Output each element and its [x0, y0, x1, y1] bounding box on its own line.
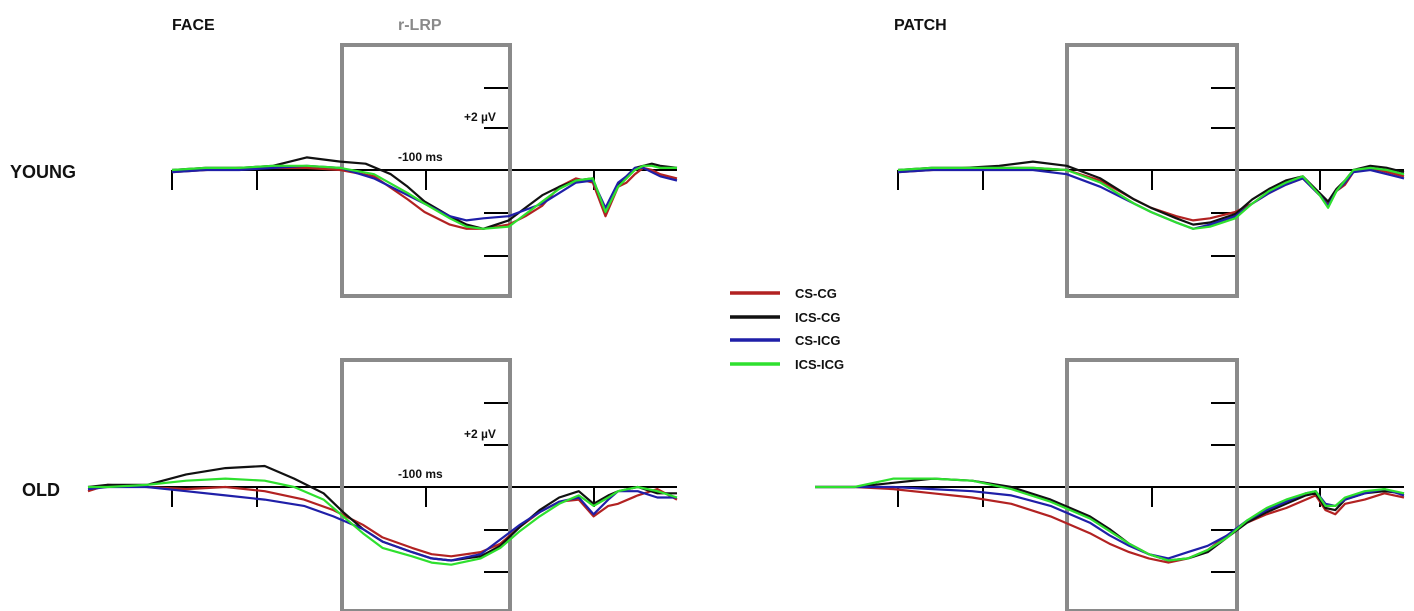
legend: CS-CG ICS-CG CS-ICG ICS-ICG [730, 286, 844, 372]
legend-label-ics-cg: ICS-CG [795, 310, 841, 325]
series-line-cs-cg [87, 483, 678, 558]
series-line-cs-cg [815, 485, 1405, 564]
series-line-cs-icg [87, 485, 677, 562]
series-line-ics-icg [88, 477, 678, 566]
legend-label-cs-icg: CS-ICG [795, 333, 841, 348]
series-line-ics-icg [815, 477, 1405, 562]
rlrp-window-box [340, 358, 512, 611]
panel-patch-old [815, 358, 1405, 611]
panel-face-old [87, 358, 678, 611]
row-title-young: YOUNG [10, 162, 76, 182]
rlrp-window-box [1065, 358, 1239, 611]
series-line-cs-icg [815, 485, 1405, 560]
panels [87, 43, 1405, 611]
series-line-ics-cg [87, 464, 677, 562]
window-label: r-LRP [398, 17, 442, 34]
time-label-young: -100 ms [398, 150, 443, 164]
scale-label-young: +2 µV [464, 110, 496, 124]
time-label-old: -100 ms [398, 467, 443, 481]
legend-label-cs-cg: CS-CG [795, 286, 837, 301]
panel-face-young [171, 43, 678, 298]
scale-label-old: +2 µV [464, 427, 496, 441]
legend-label-ics-icg: ICS-ICG [795, 357, 844, 372]
panel-patch-young [897, 43, 1405, 298]
column-title-patch: PATCH [894, 17, 947, 34]
series-line-ics-icg [897, 166, 1405, 230]
series-line-cs-icg [897, 168, 1405, 230]
series-line-ics-icg [171, 164, 677, 230]
column-title-face: FACE [172, 17, 215, 34]
row-title-old: OLD [22, 480, 60, 500]
